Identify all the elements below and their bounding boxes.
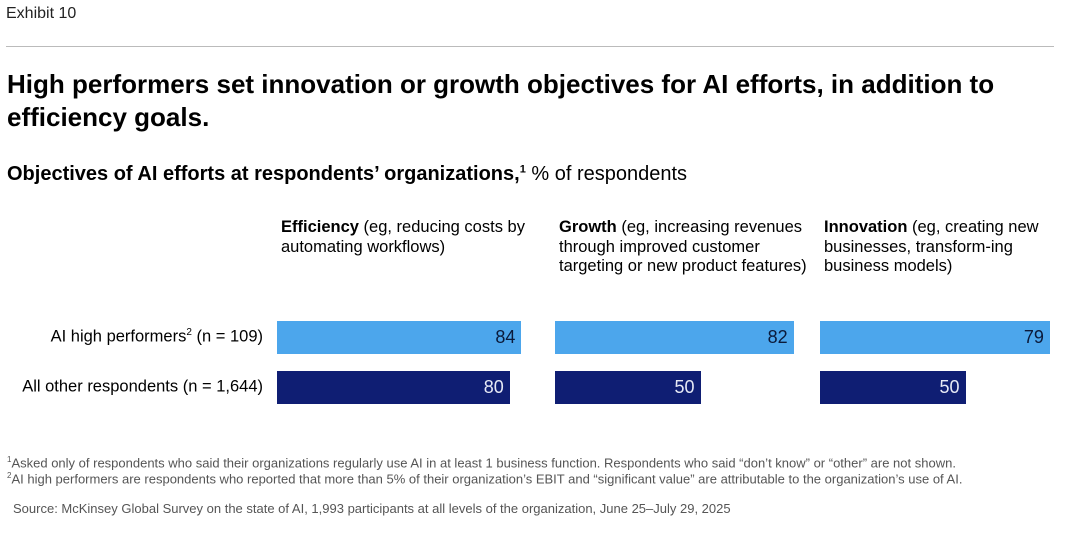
data-label: 84 [495, 327, 516, 347]
footnote-text: AI high performers are respondents who r… [11, 471, 963, 487]
category-desc: (eg, reducing costs by automating workfl… [281, 218, 525, 256]
bar: 50 [820, 371, 966, 404]
chart-title: High performers set innovation or growth… [7, 69, 995, 132]
footnote-sup: 1 [7, 455, 12, 464]
footnote-1: 1Asked only of respondents who said thei… [7, 452, 1067, 471]
data-label: 80 [483, 377, 504, 397]
footnote-2: 2AI high performers are respondents who … [7, 468, 1027, 487]
source-note: Source: McKinsey Global Survey on the st… [13, 501, 731, 516]
exhibit-label: Exhibit 10 [6, 5, 77, 22]
bar: 79 [820, 321, 1050, 354]
bar: 50 [555, 371, 701, 404]
divider [6, 46, 1054, 47]
category-desc: (eg, creating new businesses, transform-… [824, 218, 1039, 275]
subtitle-unit: % of respondents [525, 163, 688, 185]
subtitle-bold: Objectives of AI efforts at respondents’… [7, 163, 520, 185]
data-label: 82 [767, 327, 788, 347]
data-label: 50 [674, 377, 695, 397]
bar: 84 [277, 321, 522, 354]
series-name: All other respondents [22, 377, 179, 396]
category-header: Growth (eg, increasing revenues through … [559, 218, 809, 277]
subtitle-sup: 1 [519, 163, 526, 176]
category-desc: (eg, increasing revenues through improve… [559, 218, 807, 275]
series-label: AI high performers2 (n = 109) [51, 327, 263, 347]
category-header: Innovation (eg, creating new businesses,… [824, 218, 1074, 277]
bar: 82 [555, 321, 794, 354]
series-n: (n = 109) [191, 327, 263, 346]
data-label: 50 [939, 377, 960, 397]
data-label: 79 [1023, 327, 1044, 347]
footnote-sup: 2 [7, 471, 12, 480]
series-label: All other respondents (n = 1,644) [22, 377, 263, 397]
category-name: Efficiency [281, 218, 359, 236]
category-name: Innovation [824, 218, 908, 236]
bar: 80 [277, 371, 510, 404]
category-name: Growth [559, 218, 617, 236]
series-n: (n = 1,644) [178, 377, 263, 396]
category-header: Efficiency (eg, reducing costs by automa… [281, 218, 531, 257]
chart-subtitle: Objectives of AI efforts at respondents’… [7, 163, 687, 186]
series-sup: 2 [186, 327, 192, 338]
footnote-text: Asked only of respondents who said their… [11, 455, 956, 471]
series-name: AI high performers [50, 327, 187, 346]
